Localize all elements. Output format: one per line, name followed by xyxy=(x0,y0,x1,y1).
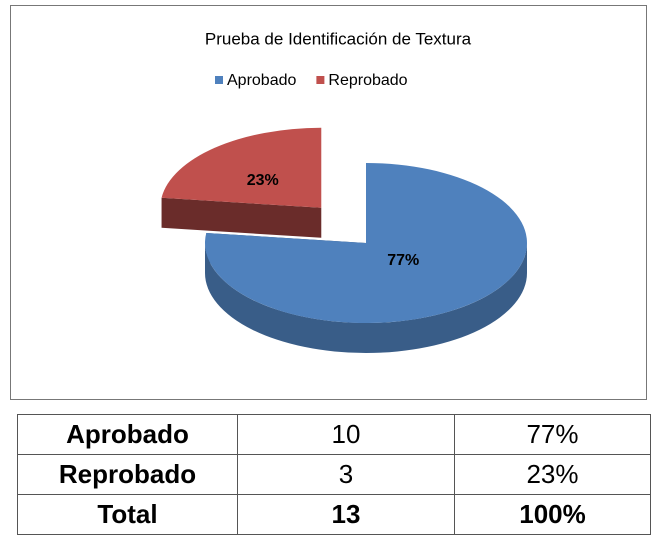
data-table: Aprobado 10 77% Reprobado 3 23% Total 13 100% xyxy=(17,414,651,535)
slice-side xyxy=(205,243,527,353)
slice-wall xyxy=(161,197,322,238)
table-cell: 100% xyxy=(454,494,651,535)
slice xyxy=(161,127,322,208)
table-cell: 10 xyxy=(237,414,455,455)
legend-label: Reprobado xyxy=(328,72,407,89)
table-row: Reprobado 3 23% xyxy=(17,454,651,495)
table-cell: Total xyxy=(17,494,238,535)
table-cell: 13 xyxy=(237,494,455,535)
table-cell: 23% xyxy=(454,454,651,495)
chart: Prueba de Identificación de Textura Apro… xyxy=(10,5,647,400)
table-cell: Reprobado xyxy=(17,454,238,495)
legend-swatch xyxy=(215,76,223,84)
table-cell: 77% xyxy=(454,414,651,455)
legend-label: Aprobado xyxy=(227,72,296,89)
table-row: Aprobado 10 77% xyxy=(17,414,651,455)
chart-title: Prueba de Identificación de Textura xyxy=(205,29,472,48)
table-cell: 3 xyxy=(237,454,455,495)
legend-swatch xyxy=(316,76,325,84)
data-label: 23% xyxy=(247,172,279,189)
data-label: 77% xyxy=(387,252,419,269)
table-cell: Aprobado xyxy=(17,414,238,455)
slice xyxy=(205,163,528,323)
table-row: Total 13 100% xyxy=(17,494,651,535)
